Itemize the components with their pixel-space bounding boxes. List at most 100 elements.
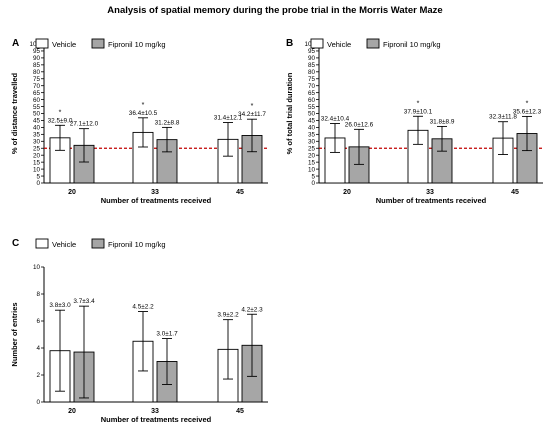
x-axis-label: Number of treatments received [376, 196, 487, 205]
panel-b: B051015202530354045505560657075808590951… [285, 38, 543, 205]
data-label: 4.5±2.2 [132, 304, 154, 311]
data-label: 37.9±10.1 [404, 108, 433, 115]
legend-swatch-fipronil [91, 238, 105, 249]
data-label: 32.5±9.0 [48, 117, 73, 124]
significance-mark: * [142, 102, 145, 109]
data-label: 32.3±11.8 [489, 114, 517, 121]
panels: A051015202530354045505560657075808590951… [10, 38, 543, 424]
legend-swatch-vehicle [35, 238, 49, 249]
significance-mark: * [417, 100, 420, 107]
y-tick-label: 5 [36, 173, 40, 180]
y-tick-label: 35 [33, 132, 41, 139]
y-tick-label: 30 [308, 139, 316, 146]
y-tick-label: 8 [36, 291, 40, 298]
legend-swatch-vehicle [310, 38, 324, 49]
y-tick-label: 10 [33, 166, 41, 173]
data-label: 31.4±12.1 [214, 115, 243, 122]
data-label: 4.2±2.3 [241, 306, 263, 313]
data-label: 27.1±12.0 [70, 121, 99, 128]
y-tick-label: 70 [33, 83, 41, 90]
y-tick-label: 85 [33, 62, 41, 69]
figure-title: Analysis of spatial memory during the pr… [107, 5, 442, 16]
y-tick-label: 65 [33, 90, 41, 97]
panel-letter: A [12, 38, 19, 49]
legend-swatch-vehicle [35, 38, 49, 49]
y-tick-label: 15 [308, 159, 316, 166]
y-tick-label: 60 [308, 97, 316, 104]
x-tick-label: 20 [68, 189, 76, 196]
y-tick-label: 55 [308, 104, 316, 111]
panel-letter: B [286, 38, 293, 49]
y-tick-label: 25 [308, 145, 316, 152]
significance-mark: * [526, 100, 529, 107]
y-tick-label: 55 [33, 104, 41, 111]
y-tick-label: 50 [308, 111, 316, 118]
data-label: 34.2±11.7 [238, 111, 266, 118]
x-tick-label: 33 [426, 189, 434, 196]
panel-c: C 0 2 4 6 8 10 Number of entries 3.8±3.0 4.5±2.2 3… [10, 238, 268, 424]
y-tick-label: 2 [36, 372, 40, 379]
x-axis-label: Number of treatments received [101, 196, 212, 205]
y-tick-label: 20 [308, 152, 316, 159]
y-tick-label: 5 [311, 173, 315, 180]
x-tick-label: 33 [151, 189, 159, 196]
data-label: 3.0±1.7 [156, 331, 178, 338]
y-tick-label: 40 [308, 125, 316, 132]
y-tick-label: 60 [33, 97, 41, 104]
y-axis-label: % of distance travelled [10, 72, 19, 154]
y-tick-label: 100 [29, 41, 40, 48]
y-tick-label: 70 [308, 83, 316, 90]
y-tick-label: 85 [308, 62, 316, 69]
significance-mark: * [251, 103, 254, 110]
legend: Vehicle Fipronil 10 mg/kg [35, 38, 166, 49]
data-label: 31.8±8.9 [430, 118, 455, 125]
y-tick-label: 100 [304, 41, 315, 48]
y-tick-label: 90 [308, 55, 316, 62]
y-tick-label: 15 [33, 159, 41, 166]
y-tick-label: 65 [308, 90, 316, 97]
y-tick-label: 95 [33, 48, 41, 55]
y-tick-label: 20 [33, 152, 41, 159]
y-tick-label: 45 [308, 118, 316, 125]
data-label: 26.0±12.6 [345, 121, 374, 128]
y-tick-label: 4 [36, 345, 40, 352]
y-tick-label: 25 [33, 145, 41, 152]
x-tick-label: 45 [236, 189, 244, 196]
legend-label-vehicle: Vehicle [52, 40, 76, 49]
y-tick-label: 50 [33, 111, 41, 118]
y-tick-label: 95 [308, 48, 316, 55]
x-tick-label: 20 [343, 189, 351, 196]
y-tick-label: 10 [33, 264, 41, 271]
data-label: 3.8±3.0 [49, 302, 71, 309]
panel-letter: C [12, 238, 19, 249]
legend-label-fipronil: Fipronil 10 mg/kg [108, 40, 166, 49]
y-axis-label: Number of entries [10, 302, 19, 366]
legend-label-vehicle: Vehicle [52, 240, 76, 249]
y-tick-label: 6 [36, 318, 40, 325]
y-tick-label: 90 [33, 55, 41, 62]
data-label: 32.4±10.4 [321, 116, 350, 123]
legend: Vehicle Fipronil 10 mg/kg [310, 38, 441, 49]
x-tick-label: 45 [511, 189, 519, 196]
x-tick-label: 20 [68, 408, 76, 415]
significance-mark: * [59, 109, 62, 116]
y-tick-label: 80 [33, 69, 41, 76]
y-tick-label: 35 [308, 132, 316, 139]
x-tick-label: 45 [236, 408, 244, 415]
legend-label-fipronil: Fipronil 10 mg/kg [383, 40, 441, 49]
data-label: 3.7±3.4 [73, 298, 95, 305]
x-tick-label: 33 [151, 408, 159, 415]
data-label: 35.6±12.3 [513, 108, 542, 115]
y-tick-label: 0 [311, 180, 315, 187]
y-tick-label: 30 [33, 139, 41, 146]
y-tick-label: 0 [36, 399, 40, 406]
y-tick-label: 75 [308, 76, 316, 83]
y-tick-label: 0 [36, 180, 40, 187]
x-axis-label: Number of treatments received [101, 415, 212, 424]
legend-swatch-fipronil [91, 38, 105, 49]
legend: Vehicle Fipronil 10 mg/kg [35, 238, 166, 249]
legend-label-fipronil: Fipronil 10 mg/kg [108, 240, 166, 249]
y-tick-label: 80 [308, 69, 316, 76]
y-tick-label: 45 [33, 118, 41, 125]
